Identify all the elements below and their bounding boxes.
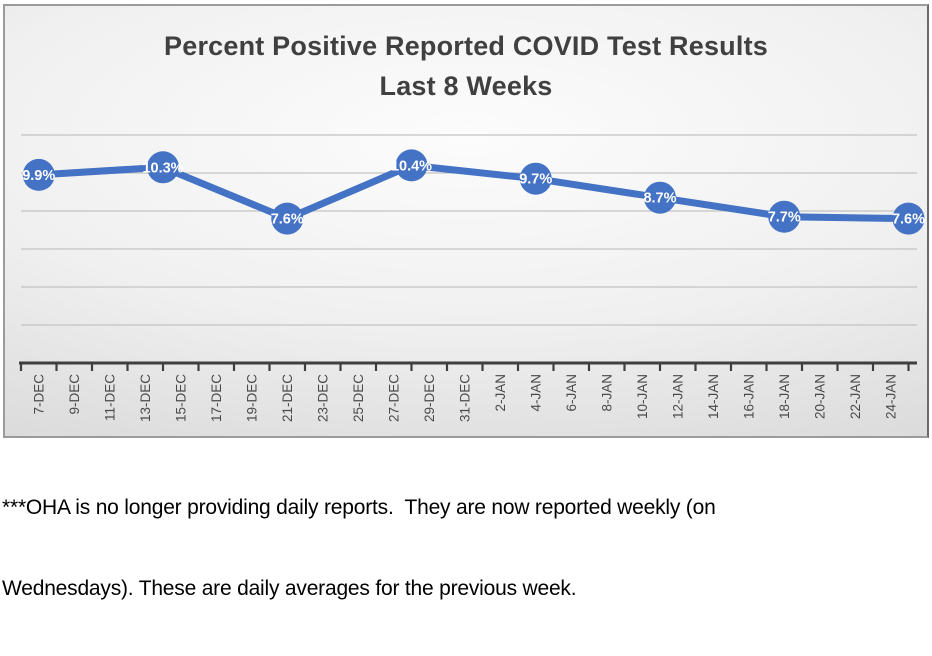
chart-area: Percent Positive Reported COVID Test Res… xyxy=(3,4,929,438)
chart-title-line-1: Percent Positive Reported COVID Test Res… xyxy=(164,31,768,61)
slide: Percent Positive Reported COVID Test Res… xyxy=(2,4,929,600)
chart-title: Percent Positive Reported COVID Test Res… xyxy=(5,26,927,106)
footnote-line-2: Wednesdays). These are daily averages fo… xyxy=(2,577,577,600)
footnote: ***OHA is no longer providing daily repo… xyxy=(2,440,716,656)
chart-title-line-2: Last 8 Weeks xyxy=(379,71,553,101)
